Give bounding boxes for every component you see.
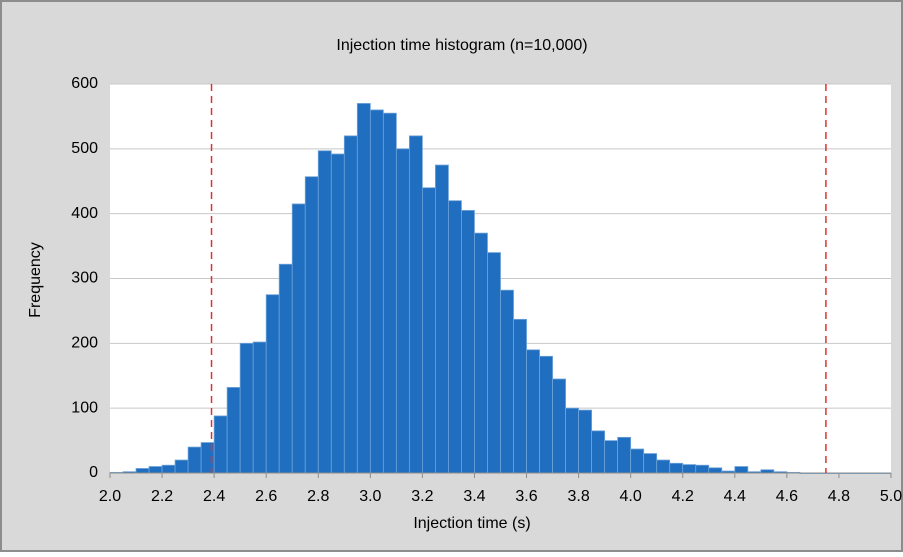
bar xyxy=(265,294,280,474)
chart-title: Injection time histogram (n=10,000) xyxy=(336,37,587,54)
x-tick-label: 3.8 xyxy=(567,488,589,505)
bar xyxy=(604,440,619,474)
bar xyxy=(239,342,254,474)
bar xyxy=(343,135,358,474)
bar xyxy=(435,164,449,474)
y-tick-label: 100 xyxy=(71,399,98,416)
y-tick-label: 600 xyxy=(71,75,98,92)
x-tick-label: 3.6 xyxy=(515,488,537,505)
bar xyxy=(474,232,488,474)
bar xyxy=(356,103,371,474)
bar xyxy=(578,409,593,474)
bar xyxy=(213,415,228,474)
bar xyxy=(487,252,501,474)
bar xyxy=(656,459,671,474)
y-tick-label: 0 xyxy=(89,464,98,481)
y-axis-label: Frequency xyxy=(27,242,44,318)
x-tick-label: 2.4 xyxy=(203,488,225,505)
bar xyxy=(565,407,579,474)
x-tick-label: 4.4 xyxy=(724,488,746,505)
bar xyxy=(161,464,176,474)
bar xyxy=(174,459,189,474)
y-tick-label: 300 xyxy=(71,270,98,287)
y-tick-label: 500 xyxy=(71,140,98,157)
bar xyxy=(591,430,606,474)
bar xyxy=(330,153,345,474)
x-tick-label: 3.2 xyxy=(411,488,433,505)
x-tick-label: 3.0 xyxy=(359,488,381,505)
bar xyxy=(695,464,710,474)
x-tick-label: 2.8 xyxy=(307,488,329,505)
bar xyxy=(643,453,658,474)
bar xyxy=(513,318,527,474)
x-tick-label: 2.0 xyxy=(99,488,121,505)
bar xyxy=(278,263,293,474)
bar xyxy=(669,462,684,474)
bar xyxy=(617,436,632,474)
y-tick-label: 200 xyxy=(71,335,98,352)
bar xyxy=(421,187,436,474)
x-tick-label: 4.0 xyxy=(620,488,642,505)
bar xyxy=(539,355,553,474)
bar xyxy=(148,466,163,474)
bar xyxy=(304,176,319,474)
y-tick-label: 400 xyxy=(71,205,98,222)
bar xyxy=(630,448,645,474)
bar xyxy=(252,341,267,474)
bar xyxy=(291,203,306,474)
x-tick-label: 4.6 xyxy=(776,488,798,505)
x-tick-label: 5.0 xyxy=(880,488,902,505)
bar xyxy=(500,289,514,474)
bar xyxy=(682,464,697,474)
x-axis-label: Injection time (s) xyxy=(413,515,530,532)
x-tick-label: 2.6 xyxy=(255,488,277,505)
bar xyxy=(408,135,423,474)
bar xyxy=(526,349,540,474)
x-tick-label: 2.2 xyxy=(151,488,173,505)
x-tick-label: 3.4 xyxy=(463,488,485,505)
bar xyxy=(135,468,150,474)
bar xyxy=(734,466,749,474)
bar xyxy=(395,148,410,474)
bar xyxy=(317,150,332,474)
bar xyxy=(369,109,384,474)
bar xyxy=(382,112,397,474)
bar xyxy=(708,467,723,474)
x-tick-label: 4.8 xyxy=(828,488,850,505)
bar xyxy=(552,378,566,474)
bar xyxy=(226,387,241,474)
x-tick-label: 4.2 xyxy=(672,488,694,505)
bar xyxy=(187,446,202,474)
bar xyxy=(448,200,462,474)
bar xyxy=(461,210,475,474)
